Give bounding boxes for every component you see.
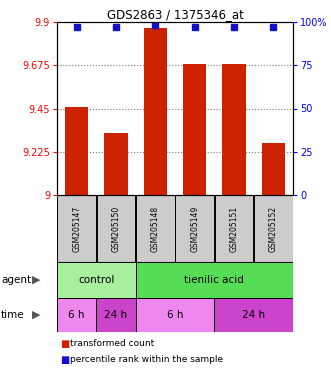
Bar	[214, 195, 254, 262]
Text: 6 h: 6 h	[69, 310, 85, 320]
Bar	[97, 195, 135, 262]
Text: GSM205147: GSM205147	[72, 205, 81, 252]
Text: GSM205148: GSM205148	[151, 205, 160, 252]
Bar	[261, 143, 285, 195]
Bar	[65, 107, 88, 195]
Text: time: time	[1, 310, 24, 320]
Bar	[254, 195, 293, 262]
Bar	[136, 298, 214, 332]
Text: ▶: ▶	[32, 275, 40, 285]
Text: GSM205151: GSM205151	[229, 205, 239, 252]
Text: transformed count: transformed count	[70, 339, 154, 349]
Text: ▶: ▶	[32, 310, 40, 320]
Text: 6 h: 6 h	[167, 310, 183, 320]
Text: 24 h: 24 h	[242, 310, 265, 320]
Bar	[183, 64, 207, 195]
Text: tienilic acid: tienilic acid	[184, 275, 244, 285]
Bar	[144, 28, 167, 195]
Bar	[136, 262, 293, 298]
Text: percentile rank within the sample: percentile rank within the sample	[70, 356, 223, 364]
Bar	[214, 298, 293, 332]
Bar	[175, 195, 214, 262]
Text: GSM205150: GSM205150	[112, 205, 120, 252]
Bar	[96, 298, 136, 332]
Text: GSM205152: GSM205152	[269, 205, 278, 252]
Text: control: control	[78, 275, 115, 285]
Text: GSM205149: GSM205149	[190, 205, 199, 252]
Text: ■: ■	[60, 355, 69, 365]
Bar	[57, 262, 136, 298]
Title: GDS2863 / 1375346_at: GDS2863 / 1375346_at	[107, 8, 243, 21]
Bar	[222, 64, 246, 195]
Bar	[136, 195, 175, 262]
Bar	[57, 195, 96, 262]
Bar	[57, 298, 96, 332]
Text: ■: ■	[60, 339, 69, 349]
Text: 24 h: 24 h	[105, 310, 127, 320]
Bar	[104, 134, 128, 195]
Text: agent: agent	[1, 275, 31, 285]
